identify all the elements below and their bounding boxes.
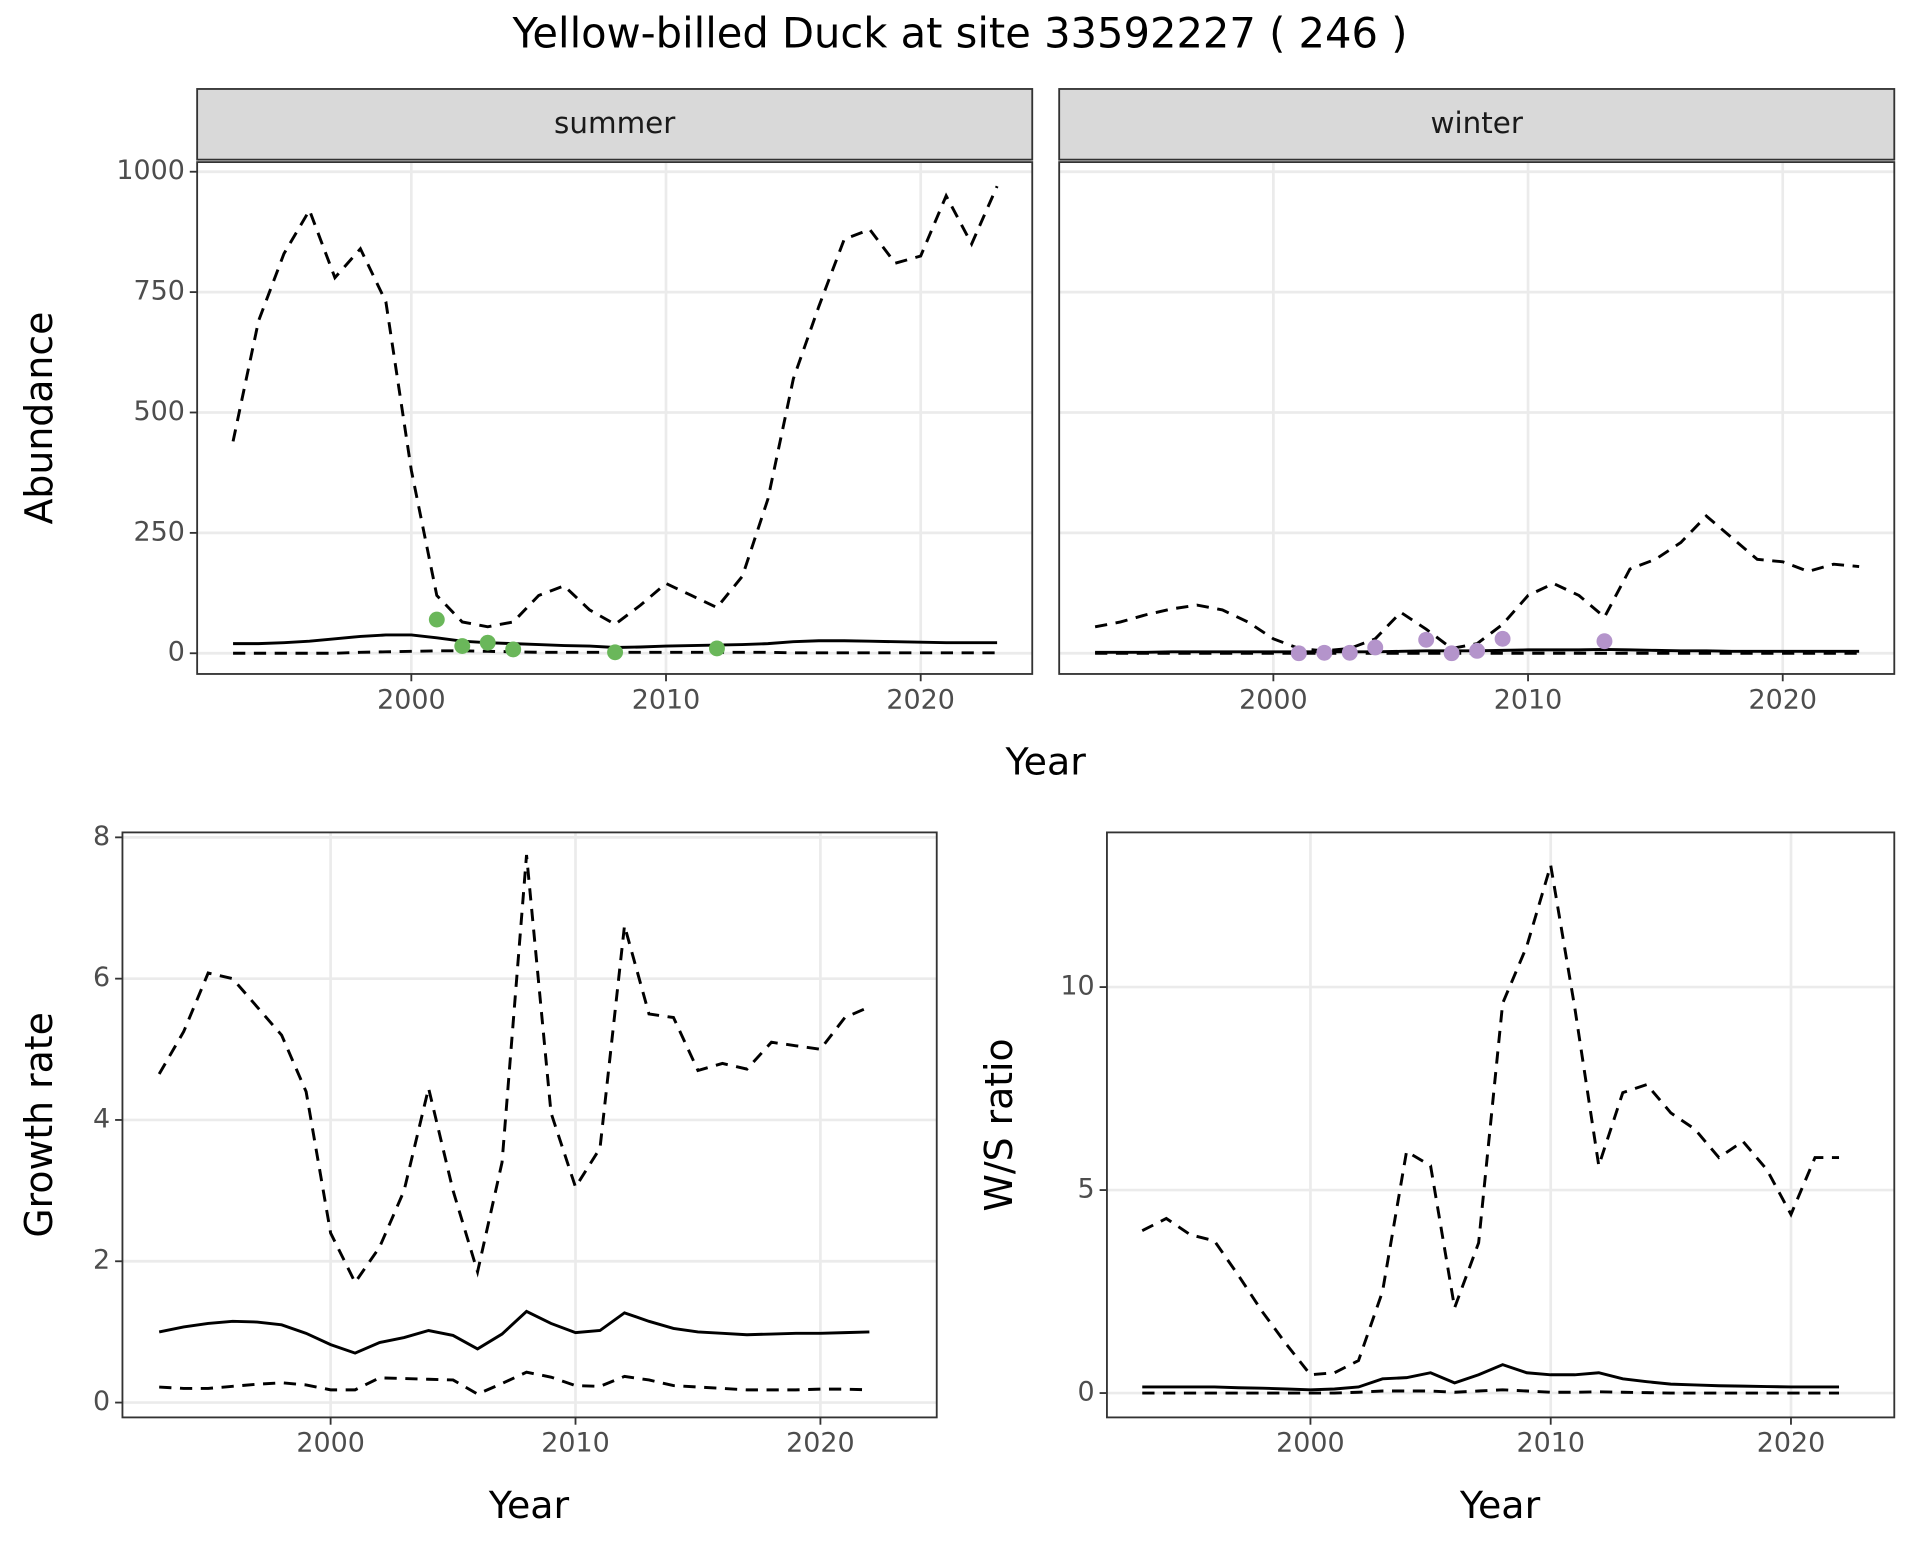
chart-title: Yellow-billed Duck at site 33592227 ( 24…: [512, 9, 1408, 58]
interval-line: [231, 185, 999, 629]
y-tick-label: 6: [93, 962, 110, 993]
facet-label: summer: [554, 106, 676, 140]
y-tick-label: 8: [93, 821, 110, 852]
y-tick-label: 1000: [116, 155, 185, 186]
x-tick-label: 2000: [296, 1428, 365, 1459]
y-tick-label: 5: [1078, 1174, 1095, 1205]
data-point: [479, 634, 496, 651]
panel-border: [196, 161, 1034, 675]
y-tick-label: 250: [133, 516, 184, 547]
data-point: [1596, 633, 1613, 650]
data-point: [1418, 631, 1435, 648]
y-tick-label: 500: [133, 396, 184, 427]
plot-background: [1106, 832, 1895, 1418]
data-point: [505, 641, 522, 658]
x-tick-label: 2000: [1276, 1428, 1345, 1459]
x-tick-label: 2000: [377, 684, 446, 715]
facet-strip: [1058, 88, 1896, 161]
data-point: [1290, 645, 1307, 662]
plot-background: [1059, 162, 1895, 674]
interval-line: [159, 1370, 870, 1396]
estimate-line: [158, 1309, 870, 1355]
y-tick-label: 0: [1078, 1377, 1095, 1408]
y-axis-title: W/S ratio: [977, 1038, 1021, 1211]
x-axis-title: Year: [1459, 1483, 1541, 1527]
y-tick-label: 0: [168, 637, 185, 668]
x-axis-title: Year: [488, 1483, 570, 1527]
plot-background: [122, 832, 937, 1418]
x-tick-label: 2000: [1239, 684, 1308, 715]
y-tick-label: 4: [93, 1103, 110, 1134]
data-point: [1443, 645, 1460, 662]
interval-line: [1141, 864, 1840, 1377]
x-tick-label: 2010: [1516, 1428, 1585, 1459]
panel-border: [1106, 831, 1896, 1419]
panel-border: [1058, 161, 1896, 675]
y-axis-title: Growth rate: [17, 1012, 61, 1237]
x-axis-title: Year: [1005, 740, 1087, 784]
y-tick-label: 10: [1060, 971, 1094, 1002]
data-point: [607, 644, 624, 661]
data-point: [428, 611, 445, 628]
interval-line: [1142, 1388, 1840, 1395]
x-tick-label: 2020: [786, 1428, 855, 1459]
x-tick-label: 2010: [1494, 684, 1563, 715]
y-axis-title: Abundance: [17, 312, 61, 525]
x-tick-label: 2020: [886, 684, 955, 715]
data-point: [1341, 644, 1358, 661]
y-tick-label: 0: [93, 1386, 110, 1417]
facet-label: winter: [1431, 106, 1524, 140]
y-tick-label: 750: [133, 276, 184, 307]
x-tick-label: 2010: [541, 1428, 610, 1459]
x-tick-label: 2010: [632, 684, 701, 715]
data-point: [1316, 644, 1333, 661]
x-tick-label: 2020: [1757, 1428, 1826, 1459]
facet-strip: [196, 88, 1034, 161]
estimate-line: [1142, 1363, 1840, 1392]
data-point: [708, 640, 725, 657]
x-tick-label: 2020: [1748, 684, 1817, 715]
data-point: [454, 638, 471, 654]
data-point: [1469, 642, 1486, 659]
plot-background: [197, 162, 1033, 674]
panel-border: [121, 831, 938, 1419]
data-point: [1494, 630, 1511, 647]
y-tick-label: 2: [93, 1245, 110, 1276]
data-point: [1367, 639, 1384, 656]
